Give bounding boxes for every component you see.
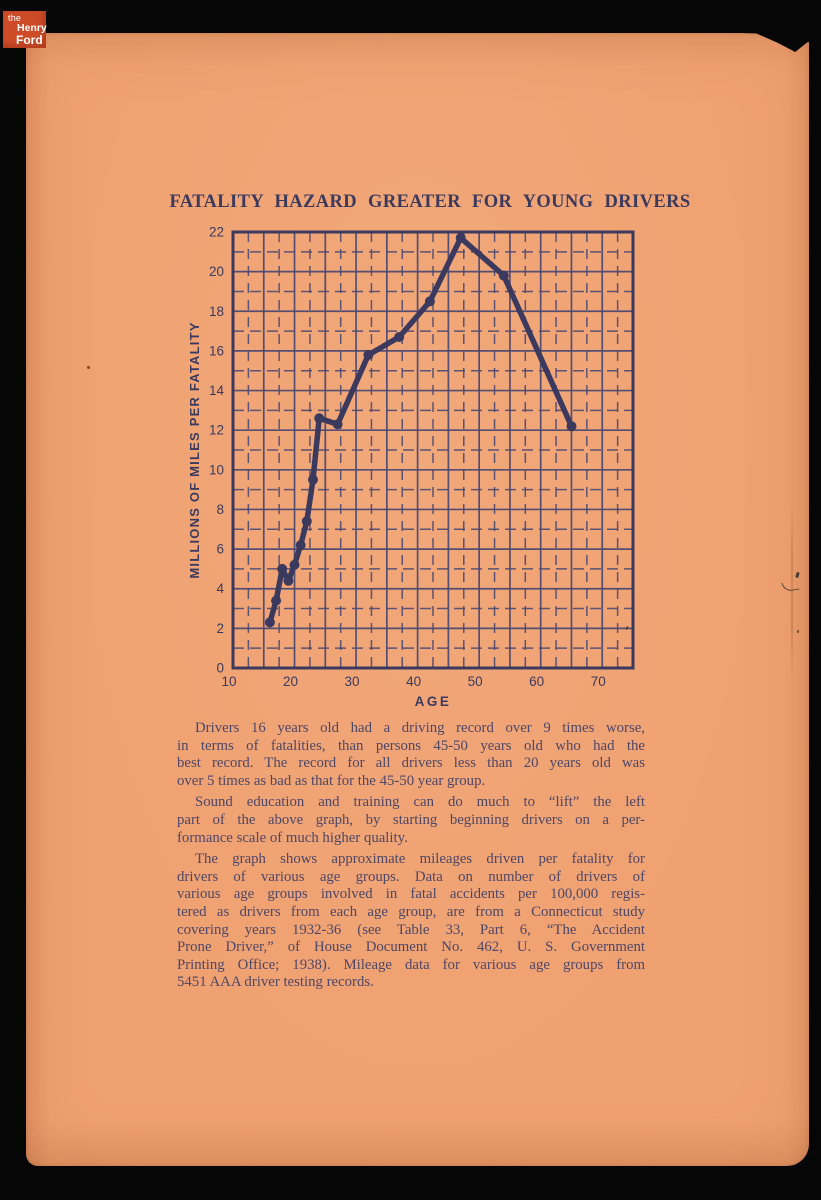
data-point xyxy=(363,349,374,360)
text-line: covering years 1932-36 (see Table 33, Pa… xyxy=(177,921,645,938)
x-tick-label: 50 xyxy=(468,674,483,689)
x-axis-title: AGE xyxy=(415,694,452,709)
data-point xyxy=(394,332,405,342)
y-tick-label: 2 xyxy=(216,621,224,636)
y-tick-label: 18 xyxy=(209,304,224,319)
x-tick-label: 20 xyxy=(283,674,298,689)
x-tick-label: 10 xyxy=(221,674,236,689)
logo-ford: Ford xyxy=(16,33,43,47)
text-line: best record. The record for all drivers … xyxy=(177,755,645,772)
paper-speck xyxy=(797,630,799,633)
data-point xyxy=(455,232,466,243)
body-text: Drivers 16 years old had a driving recor… xyxy=(177,720,645,996)
y-tick-label: 4 xyxy=(216,581,224,596)
y-tick-label: 6 xyxy=(216,542,224,557)
data-point xyxy=(271,595,282,606)
y-tick-label: 0 xyxy=(216,661,224,676)
fatality-line-chart: 0 2 4 6 8 10 12 14 16 18 20 22 10 20 30 40 50 60 70 MILLION… xyxy=(160,220,640,715)
logo-the: the xyxy=(8,13,22,23)
x-tick-label: 40 xyxy=(406,674,421,689)
text-line: Prone Driver,” of House Document No. 462… xyxy=(177,939,645,956)
logo-henry: Henry xyxy=(17,22,47,34)
data-point xyxy=(498,270,509,281)
y-tick-label: 20 xyxy=(209,264,224,279)
plot-border xyxy=(231,230,635,670)
chart-canvas: 0 2 4 6 8 10 12 14 16 18 20 22 10 20 30 40 50 60 70 MILLION… xyxy=(187,225,635,709)
data-point xyxy=(301,516,312,527)
data-point xyxy=(566,421,577,432)
x-tick-label: 70 xyxy=(591,674,606,689)
paragraph: The graph shows approximate mileages dri… xyxy=(177,851,645,992)
paper-speck xyxy=(87,366,90,369)
x-tick-label: 60 xyxy=(529,674,544,689)
data-point xyxy=(289,559,300,570)
text-line: drivers of various age groups. Data on n… xyxy=(177,868,645,885)
data-point xyxy=(283,575,294,586)
data-point xyxy=(264,617,275,628)
y-tick-label: 8 xyxy=(216,502,224,517)
paper-crease xyxy=(791,500,793,680)
text-line: Sound education and training can do much… xyxy=(195,794,645,811)
data-point xyxy=(424,296,435,307)
y-tick-label: 10 xyxy=(209,462,224,477)
data-point xyxy=(332,419,343,430)
x-tick-label: 30 xyxy=(345,674,360,689)
data-line xyxy=(267,235,575,626)
text-line: part of the above graph, by starting beg… xyxy=(177,811,645,828)
data-point xyxy=(277,563,288,574)
text-line: Printing Office; 1938). Mileage data for… xyxy=(177,956,645,973)
chart-title: FATALITY HAZARD GREATER FOR YOUNG DRIVER… xyxy=(169,192,691,212)
text-line: 5451 AAA driver testing records. xyxy=(177,974,374,991)
text-line: Drivers 16 years old had a driving recor… xyxy=(195,720,645,736)
y-axis-title: MILLIONS OF MILES PER FATALITY xyxy=(187,321,202,578)
text-line: tered as drivers from each age group, ar… xyxy=(177,903,645,920)
data-point xyxy=(295,540,306,551)
paragraph: Sound education and training can do much… xyxy=(177,794,645,847)
y-tick-label: 12 xyxy=(209,423,224,438)
data-point xyxy=(314,413,325,424)
henry-ford-logo: the Henry Ford xyxy=(3,11,47,48)
paragraph: Drivers 16 years old had a driving recor… xyxy=(177,720,645,790)
text-line: various age groups involved in fatal acc… xyxy=(177,886,645,903)
text-line: formance scale of much higher quality. xyxy=(177,829,408,846)
text-line: over 5 times as bad as that for the 45-5… xyxy=(177,772,486,789)
text-line: The graph shows approximate mileages dri… xyxy=(195,851,645,868)
y-tick-label: 14 xyxy=(209,383,225,398)
y-tick-label: 16 xyxy=(209,343,224,358)
y-tick-label: 22 xyxy=(209,225,224,240)
data-point xyxy=(308,474,318,485)
text-line: in terms of fatalities, than persons 45-… xyxy=(177,737,645,754)
